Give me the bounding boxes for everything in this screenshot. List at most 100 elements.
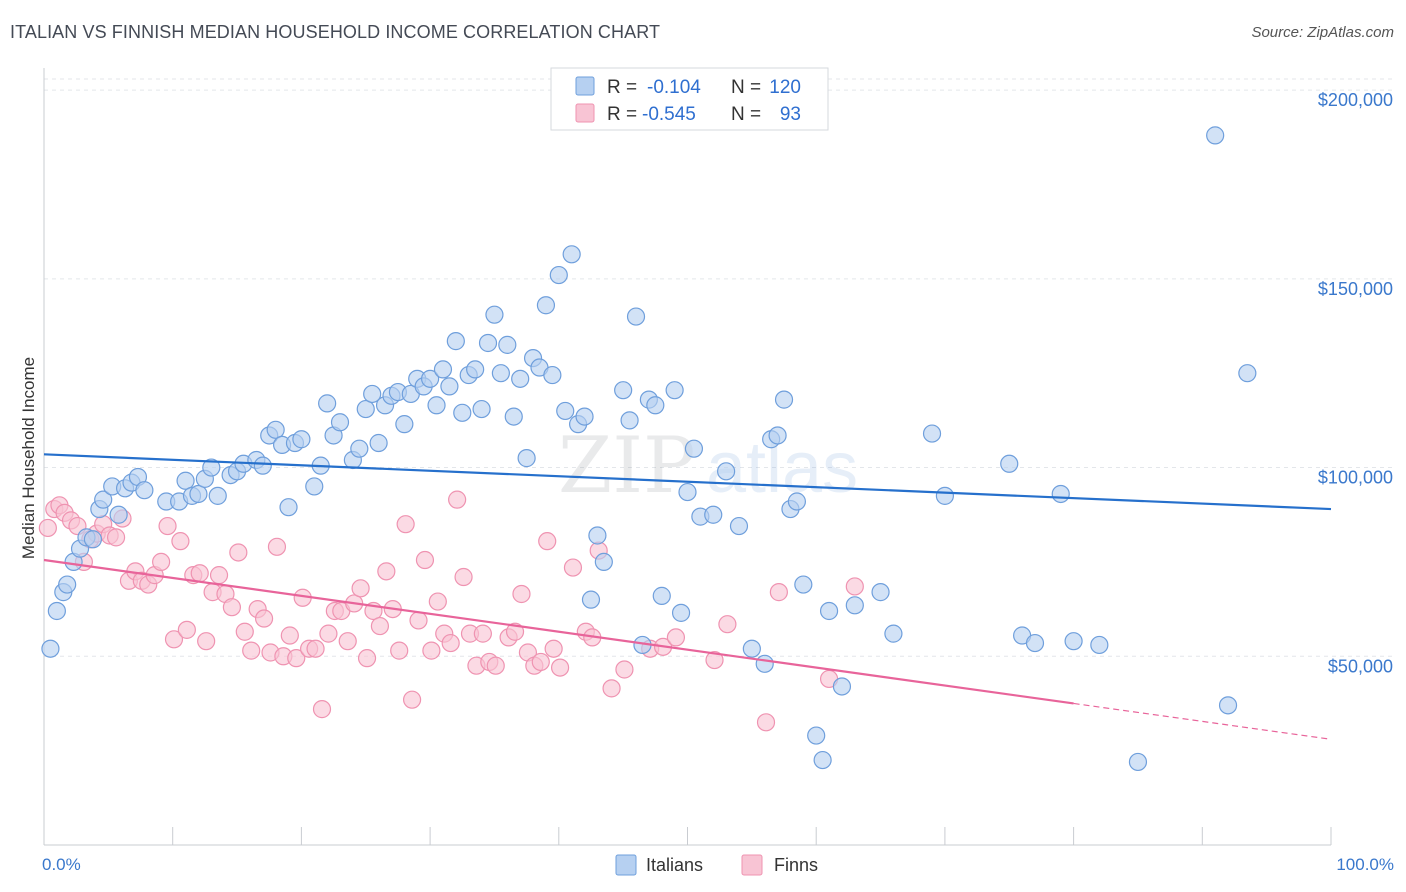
- italians-point-89: [678, 482, 697, 502]
- finns-point-57: [402, 690, 422, 709]
- finns-point-25: [197, 632, 216, 651]
- finns-points: [38, 490, 864, 732]
- italians-point-9: [94, 490, 113, 509]
- finns-point-34: [254, 609, 274, 628]
- italians-point-30: [266, 420, 285, 439]
- legend-swatch-italians: [575, 76, 595, 96]
- finns-point-88: [666, 628, 686, 647]
- italians-point-67: [517, 449, 536, 468]
- italians-point-101: [787, 492, 806, 511]
- italians-point-80: [614, 381, 633, 400]
- italians-point-66: [511, 369, 530, 388]
- finns-point-84: [602, 679, 621, 698]
- italians-point-103: [807, 726, 826, 745]
- finns-point-50: [357, 649, 377, 668]
- italians-point-111: [935, 486, 955, 505]
- chart-title: ITALIAN VS FINNISH MEDIAN HOUSEHOLD INCO…: [10, 22, 661, 42]
- finns-point-21: [171, 532, 190, 551]
- italians-point-28: [253, 456, 272, 475]
- italians-point-72: [549, 265, 568, 285]
- finns-point-47: [338, 632, 357, 651]
- legend-top: R = -0.104 N = 120 R = -0.545 N = 93: [550, 67, 829, 131]
- italians-point-98: [768, 426, 787, 445]
- source-label: Source: ZipAtlas.com: [1251, 24, 1394, 41]
- watermark: ZIP atlas: [558, 421, 858, 511]
- finns-point-19: [158, 516, 177, 536]
- finns-point-77: [538, 532, 557, 551]
- italians-point-82: [626, 307, 646, 326]
- italians-point-55: [440, 377, 459, 396]
- italians-point-77: [581, 590, 601, 609]
- finns-point-56: [396, 515, 415, 534]
- svg-text:R =: R =: [607, 104, 637, 125]
- italians-point-115: [1051, 484, 1070, 504]
- italians-point-53: [427, 396, 446, 415]
- italians-point-41: [350, 439, 369, 458]
- italians-point-34: [292, 430, 311, 449]
- italians-point-112: [1000, 454, 1019, 473]
- italians-point-39: [330, 413, 350, 432]
- finns-point-20: [164, 630, 184, 649]
- finns-point-91: [756, 713, 776, 732]
- finns-trend-line: [43, 558, 1074, 705]
- italians-point-56: [446, 332, 465, 351]
- y-tick-labels: $50,000 $100,000 $150,000 $200,000: [1318, 90, 1393, 676]
- italians-point-3: [58, 575, 77, 594]
- finns-point-78: [544, 639, 563, 658]
- italians-point-0: [41, 639, 60, 658]
- finns-point-49: [351, 579, 370, 598]
- legend-swatch-finns: [575, 103, 595, 123]
- svg-text:-0.104: -0.104: [647, 77, 701, 98]
- finns-point-92: [769, 583, 788, 602]
- finns-point-79: [550, 658, 570, 677]
- italians-point-44: [369, 433, 388, 453]
- italians-point-109: [884, 624, 903, 643]
- italians-point-94: [729, 516, 749, 536]
- svg-text:93: 93: [780, 104, 801, 125]
- italians-point-78: [588, 526, 607, 545]
- italians-point-104: [813, 750, 832, 770]
- italians-point-35: [305, 477, 324, 496]
- finns-point-80: [563, 558, 583, 577]
- legend-bottom-label-finns: Finns: [774, 855, 818, 875]
- italians-point-32: [279, 498, 298, 517]
- italians-point-105: [819, 601, 839, 621]
- watermark-zip: ZIP: [558, 421, 696, 511]
- italians-point-15: [135, 481, 154, 500]
- italians-point-23: [208, 486, 227, 505]
- finns-point-72: [505, 622, 525, 641]
- legend-bottom-swatch-finns: [741, 854, 763, 876]
- finns-point-27: [209, 566, 229, 585]
- italians-point-88: [671, 603, 691, 622]
- finns-point-36: [267, 537, 287, 556]
- finns-point-89: [705, 650, 724, 670]
- italians-point-62: [485, 305, 504, 324]
- italians-point-73: [556, 401, 575, 421]
- italians-point-42: [356, 399, 375, 419]
- italians-point-87: [665, 381, 684, 400]
- y-tick-label-2: $150,000: [1318, 279, 1393, 299]
- italians-point-79: [594, 552, 613, 572]
- finns-point-32: [242, 641, 261, 660]
- trend-lines: [43, 453, 1332, 740]
- x-tick-label-max: 100.0%: [1336, 855, 1394, 874]
- finns-point-44: [319, 624, 338, 643]
- finns-point-11: [106, 528, 126, 547]
- svg-text:120: 120: [769, 77, 801, 98]
- finns-point-94: [845, 577, 864, 596]
- svg-text:N =: N =: [731, 104, 761, 125]
- italians-points: [41, 126, 1257, 772]
- finns-point-70: [486, 656, 505, 675]
- finns-point-68: [473, 624, 492, 643]
- finns-point-73: [512, 584, 531, 604]
- finns-point-85: [615, 660, 634, 679]
- italians-point-99: [774, 390, 794, 409]
- finns-point-59: [415, 550, 435, 570]
- italians-point-102: [794, 575, 813, 594]
- italians-point-117: [1090, 635, 1109, 655]
- italians-point-74: [562, 245, 581, 264]
- italians-point-106: [832, 677, 852, 696]
- italians-point-48: [395, 415, 414, 434]
- italians-point-70: [536, 296, 556, 315]
